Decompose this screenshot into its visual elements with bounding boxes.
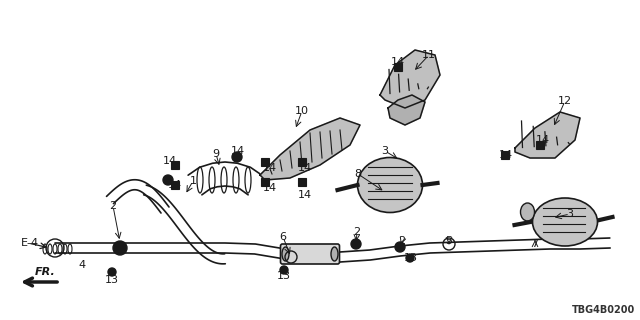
- Bar: [536, 141, 544, 149]
- Bar: [171, 161, 179, 169]
- Circle shape: [163, 175, 173, 185]
- Circle shape: [232, 152, 242, 162]
- Polygon shape: [260, 118, 360, 180]
- Text: 2: 2: [109, 201, 116, 211]
- Circle shape: [351, 239, 361, 249]
- Text: 4: 4: [79, 260, 86, 270]
- Circle shape: [395, 242, 405, 252]
- Text: 14: 14: [499, 150, 513, 160]
- Text: 10: 10: [295, 106, 309, 116]
- Bar: [171, 181, 179, 189]
- Text: 3: 3: [566, 209, 573, 219]
- Text: 13: 13: [404, 253, 418, 263]
- Text: 14: 14: [263, 183, 277, 193]
- Circle shape: [113, 241, 127, 255]
- Text: 12: 12: [558, 96, 572, 106]
- Text: 2: 2: [399, 236, 406, 246]
- Text: 14: 14: [298, 163, 312, 173]
- Circle shape: [108, 268, 116, 276]
- Text: 6: 6: [280, 232, 287, 242]
- Text: 3: 3: [381, 146, 388, 156]
- Ellipse shape: [520, 203, 534, 221]
- Bar: [261, 178, 269, 186]
- Text: 14: 14: [298, 190, 312, 200]
- Circle shape: [406, 254, 414, 262]
- Text: TBG4B0200: TBG4B0200: [572, 305, 635, 315]
- Text: 14: 14: [263, 163, 277, 173]
- Text: 1: 1: [189, 176, 196, 186]
- Bar: [394, 63, 402, 71]
- Ellipse shape: [358, 157, 422, 212]
- Text: 14: 14: [163, 156, 177, 166]
- Bar: [501, 151, 509, 159]
- Text: 9: 9: [212, 149, 220, 159]
- Text: 13: 13: [277, 271, 291, 281]
- Circle shape: [280, 266, 288, 274]
- Text: E-4: E-4: [21, 238, 39, 248]
- Bar: [298, 158, 306, 166]
- Text: 7: 7: [531, 239, 539, 249]
- Ellipse shape: [532, 198, 598, 246]
- Text: FR.: FR.: [35, 267, 56, 277]
- Text: 14: 14: [231, 146, 245, 156]
- FancyBboxPatch shape: [280, 244, 339, 264]
- Polygon shape: [380, 50, 440, 108]
- Text: 11: 11: [422, 50, 436, 60]
- Text: 14: 14: [168, 180, 182, 190]
- Text: 14: 14: [536, 135, 550, 145]
- Ellipse shape: [282, 247, 289, 261]
- Text: 5: 5: [445, 236, 452, 246]
- Bar: [298, 178, 306, 186]
- Text: 14: 14: [391, 57, 405, 67]
- Text: 2: 2: [353, 227, 360, 237]
- Bar: [261, 158, 269, 166]
- Polygon shape: [388, 95, 425, 125]
- Ellipse shape: [331, 247, 338, 261]
- Polygon shape: [515, 112, 580, 158]
- Text: 13: 13: [105, 275, 119, 285]
- Text: 8: 8: [355, 169, 362, 179]
